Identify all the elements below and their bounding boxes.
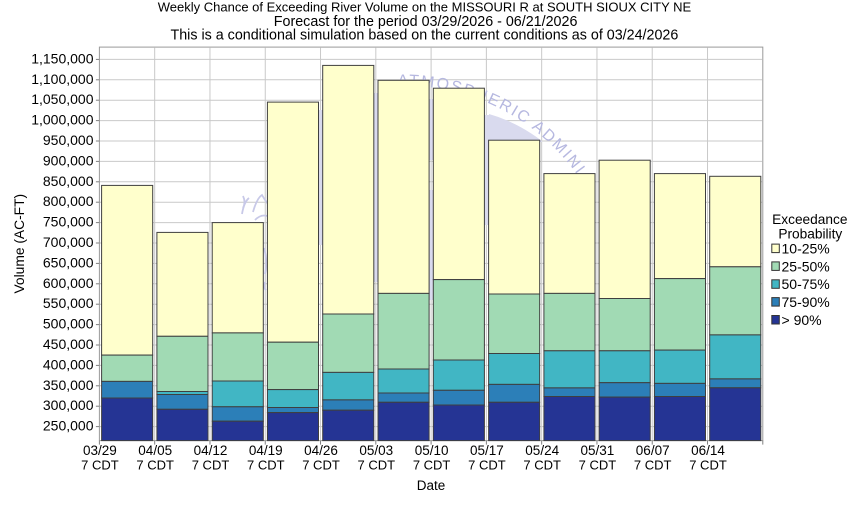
svg-text:Weekly Chance of Exceeding Riv: Weekly Chance of Exceeding River Volume … [158,0,692,15]
svg-text:900,000: 900,000 [43,152,94,168]
svg-text:400,000: 400,000 [43,356,94,372]
svg-text:800,000: 800,000 [43,193,94,209]
svg-text:06/14: 06/14 [691,443,725,458]
svg-text:7 CDT: 7 CDT [413,458,451,473]
svg-text:75-90%: 75-90% [782,294,830,310]
svg-text:450,000: 450,000 [43,336,94,352]
svg-text:7 CDT: 7 CDT [302,458,340,473]
svg-text:500,000: 500,000 [43,316,94,332]
svg-text:600,000: 600,000 [43,275,94,291]
svg-text:Exceedance: Exceedance [772,212,847,227]
svg-text:750,000: 750,000 [43,214,94,230]
svg-text:950,000: 950,000 [43,132,94,148]
svg-text:04/19: 04/19 [249,443,283,458]
svg-text:7 CDT: 7 CDT [689,458,727,473]
svg-text:7 CDT: 7 CDT [523,458,561,473]
svg-text:7 CDT: 7 CDT [634,458,672,473]
svg-text:> 90%: > 90% [782,312,822,328]
svg-text:7 CDT: 7 CDT [468,458,506,473]
svg-text:05/31: 05/31 [581,443,615,458]
svg-text:04/05: 04/05 [138,443,172,458]
svg-text:250,000: 250,000 [43,418,94,434]
svg-text:Probability: Probability [778,226,842,241]
svg-text:7 CDT: 7 CDT [192,458,230,473]
svg-text:05/03: 05/03 [359,443,393,458]
svg-text:850,000: 850,000 [43,173,94,189]
svg-text:Volume (AC-FT): Volume (AC-FT) [12,194,27,294]
svg-text:This is a conditional simulati: This is a conditional simulation based o… [170,28,678,44]
svg-text:04/12: 04/12 [194,443,228,458]
svg-text:06/07: 06/07 [636,443,670,458]
svg-text:700,000: 700,000 [43,234,94,250]
svg-text:10-25%: 10-25% [782,241,830,257]
svg-text:Forecast for the period 03/29/: Forecast for the period 03/29/2026 - 06/… [274,14,578,30]
svg-text:1,050,000: 1,050,000 [31,91,93,107]
svg-text:7 CDT: 7 CDT [358,458,396,473]
svg-text:03/29: 03/29 [83,443,117,458]
svg-text:7 CDT: 7 CDT [579,458,617,473]
svg-text:350,000: 350,000 [43,377,94,393]
svg-text:650,000: 650,000 [43,254,94,270]
svg-text:1,100,000: 1,100,000 [31,71,93,87]
svg-text:300,000: 300,000 [43,397,94,413]
svg-text:1,000,000: 1,000,000 [31,112,93,128]
svg-text:1,150,000: 1,150,000 [31,50,93,66]
svg-text:05/17: 05/17 [470,443,504,458]
svg-text:550,000: 550,000 [43,295,94,311]
svg-text:05/10: 05/10 [415,443,449,458]
svg-text:7 CDT: 7 CDT [81,458,119,473]
svg-text:04/26: 04/26 [304,443,338,458]
svg-text:Date: Date [417,478,446,493]
svg-text:7 CDT: 7 CDT [247,458,285,473]
svg-text:7 CDT: 7 CDT [136,458,174,473]
svg-text:25-50%: 25-50% [782,258,830,274]
svg-text:50-75%: 50-75% [782,276,830,292]
svg-text:05/24: 05/24 [525,443,559,458]
